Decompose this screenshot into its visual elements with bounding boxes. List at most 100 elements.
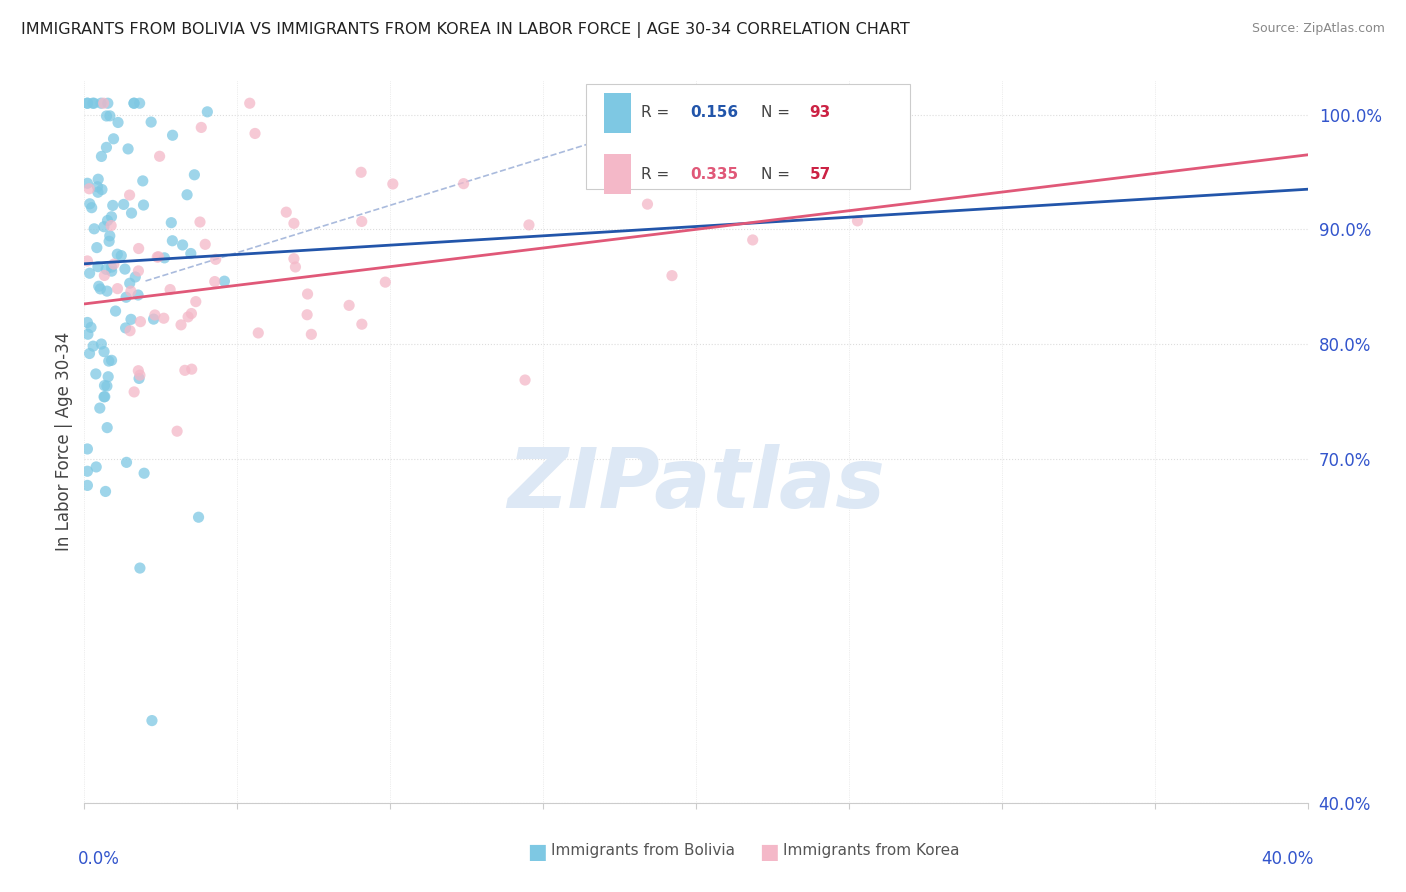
Text: N =: N =: [761, 105, 794, 120]
Point: [76, 96, 98, 111]
Point: [152, 311, 174, 326]
Text: ZIPatlas: ZIPatlas: [508, 444, 884, 525]
Point: [517, 218, 540, 232]
Point: [93, 344, 115, 359]
Point: [124, 270, 146, 285]
Point: [132, 198, 155, 212]
Point: [299, 327, 322, 342]
Point: [96, 140, 118, 154]
Point: [139, 115, 162, 129]
Point: [76, 176, 98, 190]
Point: [194, 237, 217, 252]
Point: [76, 478, 98, 492]
Text: ■: ■: [759, 842, 779, 862]
Point: [122, 96, 145, 111]
Point: [96, 262, 118, 277]
Text: R =: R =: [641, 167, 673, 182]
Text: 93: 93: [810, 105, 831, 120]
Point: [91, 182, 114, 196]
Point: [176, 187, 198, 202]
Point: [77, 182, 100, 196]
Point: [214, 274, 236, 288]
Point: [98, 235, 121, 249]
Point: [337, 298, 360, 312]
Point: [77, 327, 100, 342]
Point: [180, 246, 202, 260]
Text: Immigrants from Bolivia: Immigrants from Bolivia: [551, 843, 735, 858]
Point: [115, 455, 138, 469]
Point: [82, 339, 104, 353]
Point: [96, 379, 118, 393]
Point: [93, 268, 115, 283]
Point: [114, 262, 136, 277]
Point: [170, 318, 193, 332]
Point: [76, 316, 98, 330]
Point: [190, 120, 212, 135]
Point: [118, 188, 141, 202]
Point: [83, 96, 105, 111]
Point: [374, 275, 396, 289]
Text: ■: ■: [527, 842, 547, 862]
Point: [350, 165, 373, 179]
Point: [100, 210, 122, 224]
Point: [127, 264, 149, 278]
Point: [84, 459, 107, 474]
Point: [98, 109, 121, 123]
Point: [84, 367, 107, 381]
Point: [115, 290, 138, 304]
Point: [132, 174, 155, 188]
Point: [160, 216, 183, 230]
Text: N =: N =: [761, 167, 794, 182]
Point: [121, 206, 143, 220]
FancyBboxPatch shape: [586, 84, 910, 189]
Point: [93, 96, 115, 111]
Point: [846, 214, 869, 228]
Point: [80, 201, 103, 215]
Point: [122, 96, 145, 111]
Point: [284, 260, 307, 274]
Point: [243, 127, 266, 141]
Text: 0.0%: 0.0%: [79, 850, 120, 868]
Point: [87, 172, 110, 186]
Point: [107, 115, 129, 129]
Point: [276, 205, 298, 219]
Point: [110, 249, 132, 263]
Point: [162, 128, 184, 143]
Point: [741, 233, 763, 247]
Point: [128, 96, 150, 111]
Point: [90, 96, 112, 111]
Point: [661, 268, 683, 283]
Point: [79, 346, 101, 360]
Point: [76, 442, 98, 456]
Point: [149, 149, 172, 163]
Point: [166, 424, 188, 438]
Point: [129, 561, 152, 575]
Point: [247, 326, 270, 340]
Point: [128, 242, 150, 256]
Point: [86, 241, 108, 255]
Point: [184, 294, 207, 309]
Point: [97, 354, 120, 368]
Point: [118, 277, 141, 291]
Point: [87, 279, 110, 293]
Point: [204, 252, 226, 267]
Point: [93, 219, 115, 234]
Point: [142, 312, 165, 326]
Point: [177, 310, 200, 324]
Point: [172, 238, 194, 252]
Point: [120, 312, 142, 326]
Point: [104, 304, 127, 318]
Point: [381, 177, 404, 191]
Point: [105, 247, 128, 261]
Point: [96, 213, 118, 227]
Point: [132, 467, 155, 481]
Point: [513, 373, 536, 387]
Point: [76, 96, 98, 111]
Point: [188, 215, 211, 229]
Point: [127, 364, 149, 378]
Point: [103, 132, 125, 146]
Point: [180, 362, 202, 376]
Text: Source: ZipAtlas.com: Source: ZipAtlas.com: [1251, 22, 1385, 36]
Point: [297, 287, 319, 301]
Point: [129, 315, 152, 329]
